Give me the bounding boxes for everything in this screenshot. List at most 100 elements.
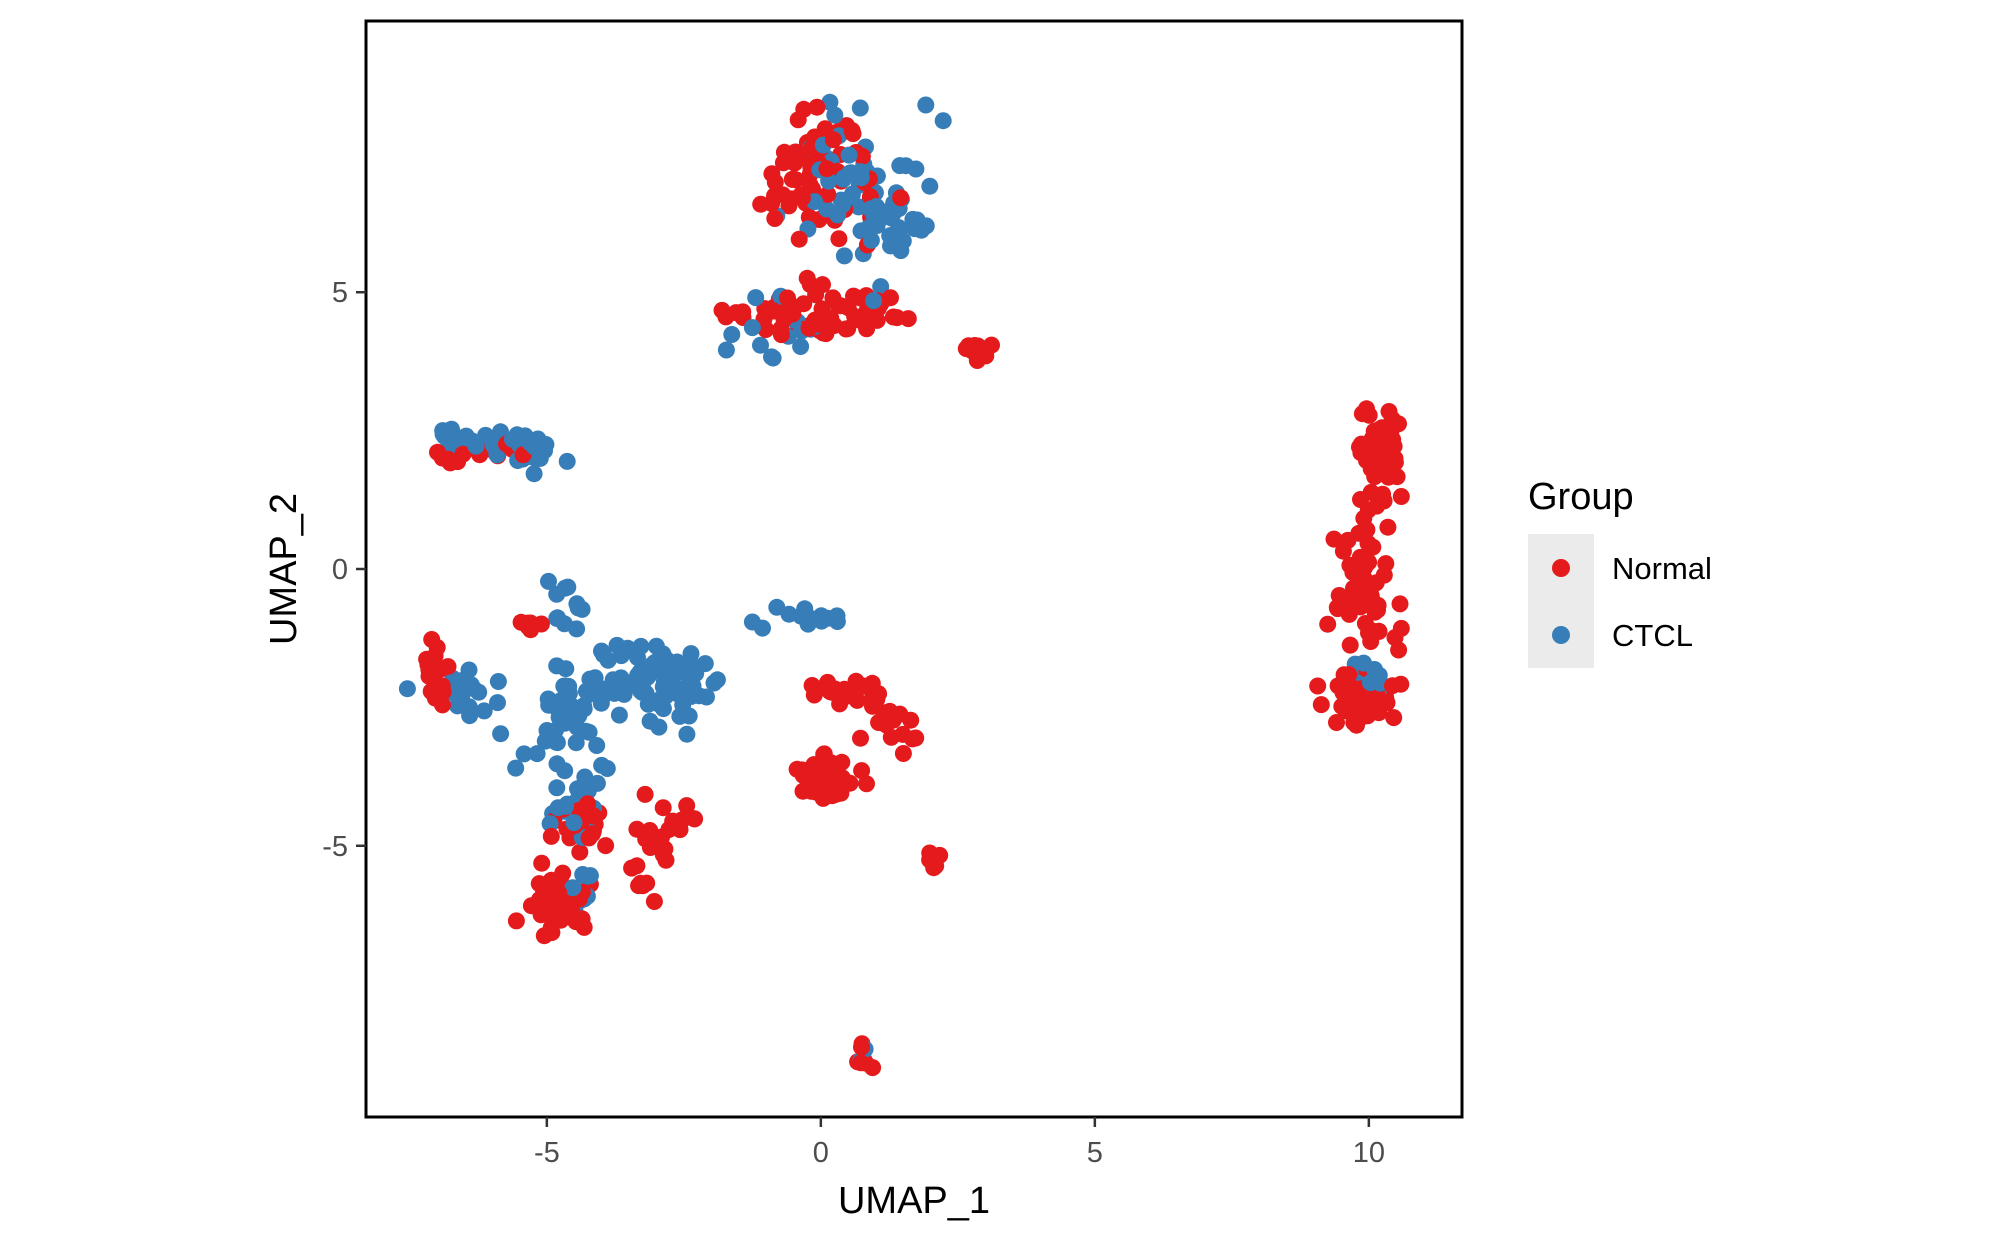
point-ctcl <box>569 780 586 798</box>
point-ctcl <box>667 659 685 677</box>
point-ctcl <box>489 673 507 690</box>
point-ctcl <box>828 607 846 625</box>
point-normal <box>868 690 886 708</box>
point-ctcl <box>475 702 493 720</box>
point-normal <box>805 686 823 704</box>
point-normal <box>819 185 837 203</box>
y-axis: 5 0 -5 <box>322 277 366 863</box>
point-normal <box>853 762 871 780</box>
point-normal <box>837 320 855 338</box>
point-normal <box>1379 518 1397 536</box>
point-ctcl <box>541 815 559 833</box>
point-normal <box>795 100 813 118</box>
point-ctcl <box>799 615 817 633</box>
point-ctcl <box>678 725 696 743</box>
point-normal <box>1339 531 1357 549</box>
point-ctcl <box>443 420 460 438</box>
point-ctcl <box>820 172 838 190</box>
point-ctcl <box>891 157 909 175</box>
point-normal <box>815 745 833 763</box>
point-normal <box>870 714 888 731</box>
point-normal <box>1391 595 1409 613</box>
point-normal <box>1344 564 1362 581</box>
point-normal <box>957 340 975 358</box>
legend-label-ctcl: CTCL <box>1612 618 1693 653</box>
point-normal <box>585 807 603 825</box>
point-normal <box>766 210 784 227</box>
point-normal <box>1392 488 1410 505</box>
point-ctcl <box>754 619 771 637</box>
point-normal <box>844 125 862 143</box>
point-normal <box>801 276 819 294</box>
point-normal <box>794 782 812 800</box>
point-normal <box>1309 677 1327 695</box>
point-ctcl <box>580 683 598 701</box>
point-normal <box>512 613 530 631</box>
y-tick-label: 0 <box>332 554 348 586</box>
point-normal <box>533 854 551 872</box>
point-ctcl <box>872 278 890 296</box>
point-normal <box>424 684 442 702</box>
point-ctcl <box>598 760 616 777</box>
point-ctcl <box>934 112 952 130</box>
point-normal <box>831 695 849 713</box>
point-ctcl <box>764 349 782 367</box>
point-ctcl <box>907 160 925 178</box>
point-normal <box>1342 678 1360 696</box>
point-ctcl <box>610 706 628 724</box>
point-normal <box>1388 468 1406 486</box>
point-ctcl <box>581 867 599 885</box>
point-normal <box>1362 483 1380 501</box>
x-axis-title: UMAP_1 <box>838 1180 990 1222</box>
point-ctcl <box>564 879 582 897</box>
point-normal <box>806 311 824 329</box>
legend: Group Normal CTCL <box>1528 476 1712 668</box>
point-ctcl <box>723 326 741 343</box>
point-normal <box>638 874 656 892</box>
point-normal <box>783 170 801 188</box>
point-normal <box>907 729 925 747</box>
point-normal <box>795 295 813 313</box>
point-ctcl <box>540 572 557 590</box>
point-normal <box>1346 582 1364 599</box>
point-normal <box>830 230 848 248</box>
point-ctcl <box>557 660 575 678</box>
point-ctcl <box>682 655 700 673</box>
point-normal <box>892 189 910 207</box>
x-tick-label: 10 <box>1353 1137 1385 1169</box>
point-normal <box>808 98 826 116</box>
point-normal <box>818 160 836 178</box>
point-ctcl <box>507 759 525 777</box>
x-tick-label: 5 <box>1087 1137 1103 1169</box>
point-normal <box>549 885 567 903</box>
point-ctcl <box>581 670 599 688</box>
point-normal <box>597 837 615 855</box>
y-tick-label: 5 <box>332 277 348 309</box>
point-ctcl <box>540 696 558 714</box>
point-normal <box>1378 694 1396 712</box>
point-normal <box>793 189 811 207</box>
point-ctcl <box>917 96 935 114</box>
point-ctcl <box>604 671 622 689</box>
point-normal <box>790 145 808 163</box>
point-ctcl <box>642 657 660 675</box>
point-normal <box>423 631 441 648</box>
point-ctcl <box>717 341 735 359</box>
point-normal <box>657 851 675 869</box>
point-ctcl <box>821 93 839 111</box>
plot-panel-border <box>364 19 1464 1119</box>
point-normal <box>894 725 912 743</box>
point-ctcl <box>647 637 665 655</box>
point-ctcl <box>515 745 533 763</box>
point-normal <box>851 676 869 694</box>
point-normal <box>623 859 641 877</box>
point-ctcl <box>489 694 506 712</box>
point-normal <box>815 788 833 806</box>
point-normal <box>1352 598 1369 616</box>
point-ctcl <box>747 289 765 307</box>
point-ctcl <box>629 649 646 666</box>
point-normal <box>775 310 793 328</box>
point-ctcl <box>398 680 416 698</box>
point-normal <box>532 615 550 633</box>
point-ctcl <box>851 99 869 117</box>
